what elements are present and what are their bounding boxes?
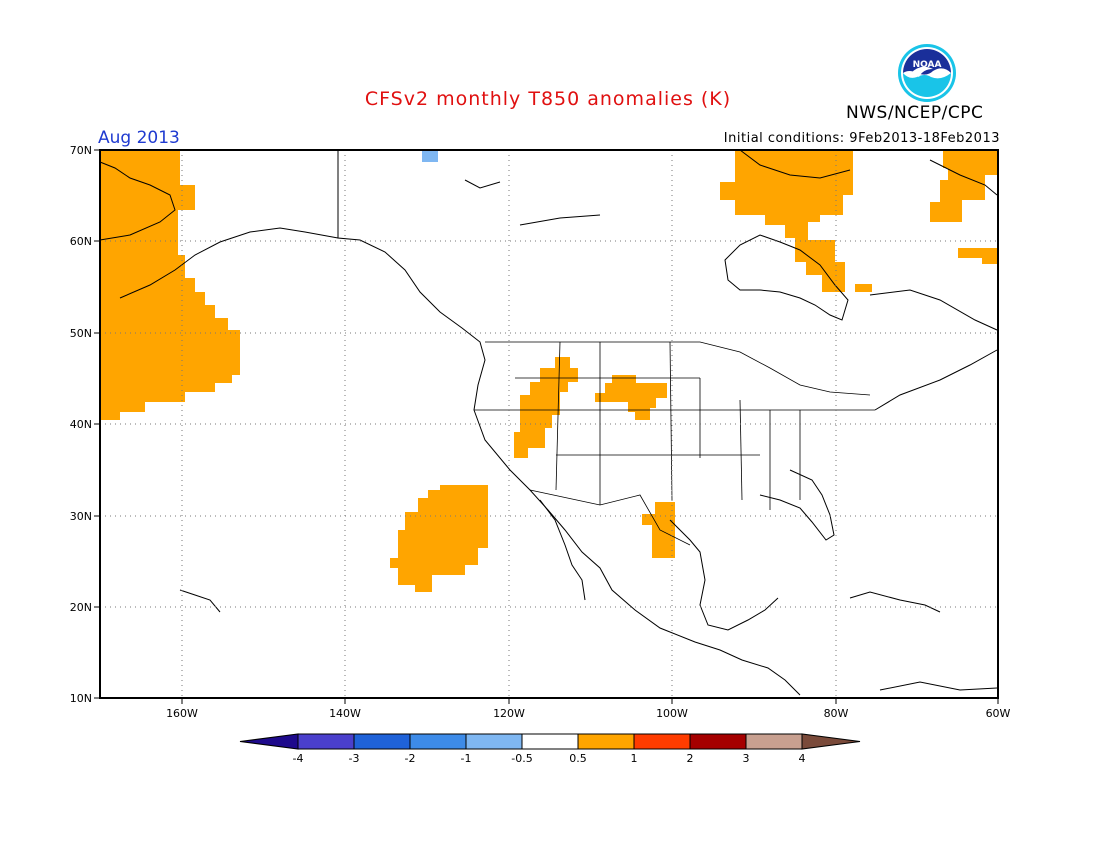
colorbar-level-label: -0.5 [511,752,532,765]
lon-label-120w: 120W [493,707,525,720]
lat-label-60n: 60N [70,235,92,248]
colorbar-swatch [521,733,579,750]
colorbar-level-label: 4 [799,752,806,765]
hudson-bay-warm-region [720,150,853,292]
labrador-warm-region [958,248,997,264]
political-borders [474,341,875,546]
logo-text: NOAA [913,60,942,70]
initial-conditions-label: Initial conditions: 9Feb2013-18Feb2013 [723,131,1000,146]
lat-label-10n: 10N [70,692,92,705]
anomaly-shading [100,150,997,592]
northern-plains-warm-region [595,375,667,420]
colorbar-swatch [353,733,411,750]
latitude-labels: 70N 60N 50N 40N 30N 20N 10N [70,144,92,705]
colorbar-level-label: 2 [687,752,694,765]
colorbar-swatch [577,733,635,750]
colorbar-swatch [633,733,691,750]
lon-label-160w: 160W [166,707,198,720]
colorbar-level-label: -1 [461,752,472,765]
colorbar-swatch [465,733,523,750]
subtropical-pacific-warm-region [390,485,488,592]
lon-label-140w: 140W [329,707,361,720]
colorbar-level-label: 1 [631,752,638,765]
colorbar-level-label: 0.5 [569,752,587,765]
colorbar-level-label: -2 [405,752,416,765]
lon-label-100w: 100W [656,707,688,720]
noaa-logo-icon: NOAA [898,44,956,102]
colorbar-level-label: -3 [349,752,360,765]
colorbar-level-label: -4 [293,752,304,765]
colorbar-swatch [297,733,355,750]
organization-label: NWS/NCEP/CPC [846,103,984,123]
valid-month-label: Aug 2013 [98,128,180,148]
colorbar-swatch [745,733,803,750]
chart-title: CFSv2 monthly T850 anomalies (K) [364,88,732,110]
colorbar-level-label: 3 [743,752,750,765]
colorbar-arrow-high [801,733,861,750]
arctic-cold-region [422,150,438,162]
colorbar: -4 -3 -2 -1 -0.5 0.5 1 2 3 4 [239,733,861,765]
lat-label-50n: 50N [70,327,92,340]
lon-label-80w: 80W [824,707,849,720]
lat-label-40n: 40N [70,418,92,431]
colorbar-swatch [689,733,747,750]
colorbar-swatch [409,733,467,750]
lat-label-20n: 20N [70,601,92,614]
great-basin-warm-region [514,357,578,458]
axis-ticks [94,149,999,704]
colorbar-arrow-low [239,733,299,750]
north-pacific-warm-region [100,150,240,420]
lat-label-30n: 30N [70,510,92,523]
lat-label-70n: 70N [70,144,92,157]
longitude-labels: 160W 140W 120W 100W 80W 60W [166,707,1010,720]
texas-warm-region [642,502,675,558]
lon-label-60w: 60W [986,707,1011,720]
hudson-bay-warm-speck [855,284,872,292]
